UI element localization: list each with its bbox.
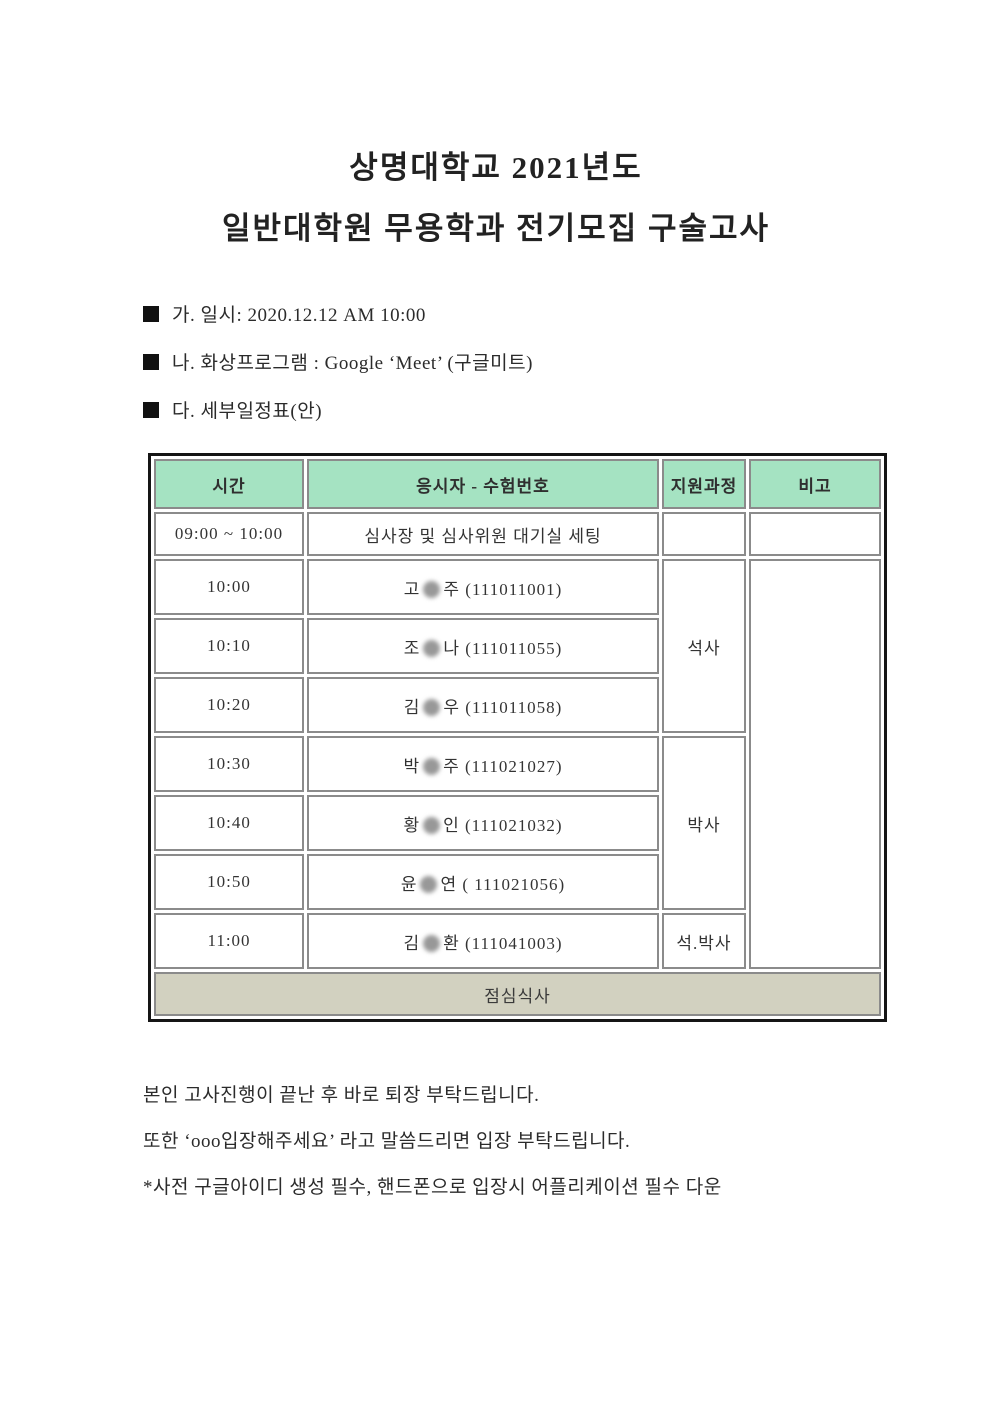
program-cell-empty (662, 512, 746, 556)
time-cell: 10:50 (154, 854, 304, 910)
redacted-name-blur (423, 698, 441, 716)
redacted-name-blur (423, 639, 441, 657)
table-row-lunch: 점심식사 (154, 972, 881, 1016)
header-remark: 비고 (749, 459, 881, 509)
footer-notes: 본인 고사진행이 끝난 후 바로 퇴장 부탁드립니다. 또한 ‘ooo입장해주세… (143, 1080, 992, 1199)
bullet-square-icon (143, 305, 159, 322)
header-time: 시간 (154, 459, 304, 509)
redacted-name-blur (423, 757, 441, 775)
bullet-text: 나. 화상프로그램 : Google ‘Meet’ (구글미트) (172, 353, 533, 374)
document-title: 상명대학교 2021년도 일반대학원 무용학과 전기모집 구술고사 (0, 0, 992, 244)
time-cell: 10:10 (154, 618, 304, 674)
time-cell: 10:20 (154, 677, 304, 733)
time-cell: 10:30 (154, 736, 304, 792)
bullet-text: 가. 일시: 2020.12.12 AM 10:00 (172, 305, 426, 326)
lunch-cell: 점심식사 (154, 972, 881, 1016)
time-cell: 10:00 (154, 559, 304, 615)
redacted-name-blur (423, 816, 441, 834)
bullet-item-date: 가. 일시: 2020.12.12 AM 10:00 (143, 300, 992, 327)
note-line-2: 또한 ‘ooo입장해주세요’ 라고 말씀드리면 입장 부탁드립니다. (143, 1131, 631, 1152)
table-row-setup: 09:00 ~ 10:00 심사장 및 심사위원 대기실 세팅 (154, 512, 881, 556)
header-program: 지원과정 (662, 459, 746, 509)
header-candidate: 응시자 - 수험번호 (307, 459, 659, 509)
redacted-name-blur (423, 580, 441, 598)
remark-cell-merged (749, 559, 881, 969)
bullet-square-icon (143, 353, 159, 370)
time-cell: 09:00 ~ 10:00 (154, 512, 304, 556)
bullet-square-icon (143, 401, 159, 418)
program-cell-combined: 석.박사 (662, 913, 746, 969)
setup-description-cell: 심사장 및 심사위원 대기실 세팅 (307, 512, 659, 556)
table-header-row: 시간 응시자 - 수험번호 지원과정 비고 (154, 459, 881, 509)
bullet-item-schedule: 다. 세부일정표(안) (143, 396, 992, 423)
remark-cell-empty (749, 512, 881, 556)
time-cell: 10:40 (154, 795, 304, 851)
bullet-text: 다. 세부일정표(안) (172, 401, 323, 422)
schedule-table-wrap: 시간 응시자 - 수험번호 지원과정 비고 09:00 ~ 10:00 심사장 … (148, 453, 992, 1022)
program-cell-masters: 석사 (662, 559, 746, 733)
redacted-name-blur (420, 875, 438, 893)
title-line-2: 일반대학원 무용학과 전기모집 구술고사 (221, 211, 771, 246)
note-line-1: 본인 고사진행이 끝난 후 바로 퇴장 부탁드립니다. (143, 1085, 540, 1106)
program-cell-doctorate: 박사 (662, 736, 746, 910)
schedule-table: 시간 응시자 - 수험번호 지원과정 비고 09:00 ~ 10:00 심사장 … (148, 453, 887, 1022)
info-bullet-list: 가. 일시: 2020.12.12 AM 10:00 나. 화상프로그램 : G… (143, 300, 992, 423)
redacted-name-blur (423, 934, 441, 952)
time-cell: 11:00 (154, 913, 304, 969)
bullet-item-program: 나. 화상프로그램 : Google ‘Meet’ (구글미트) (143, 348, 992, 375)
title-line-1: 상명대학교 2021년도 (349, 150, 643, 185)
note-line-3: *사전 구글아이디 생성 필수, 핸드폰으로 입장시 어플리케이션 필수 다운 (143, 1177, 722, 1198)
